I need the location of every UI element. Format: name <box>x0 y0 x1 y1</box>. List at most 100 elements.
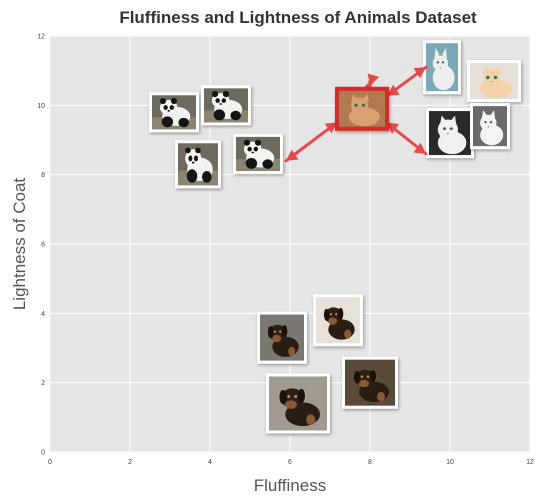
cat-head <box>351 97 369 115</box>
cat-nose <box>490 81 494 83</box>
dog-muzzle <box>328 317 338 325</box>
arrow-head <box>286 149 299 161</box>
dog-ear <box>323 308 330 321</box>
dog-eye <box>360 375 364 378</box>
panda-leg <box>186 169 198 183</box>
panda-photo-marker <box>201 85 251 126</box>
cat-photo-marker <box>467 60 521 103</box>
cat-head <box>482 69 501 87</box>
panda-ear <box>243 139 251 146</box>
cat-eye <box>443 127 447 131</box>
cat-eye <box>484 120 487 124</box>
panda-eye-patch <box>253 146 258 152</box>
y-tick-label: 6 <box>41 242 45 249</box>
dog-ear <box>267 326 274 339</box>
query-point <box>335 86 389 131</box>
panda-ear <box>222 91 230 98</box>
arrows <box>284 65 428 163</box>
panda-nose <box>167 110 171 112</box>
y-tick-label: 8 <box>41 172 45 179</box>
panda-eye-patch <box>194 155 198 162</box>
cat-eye <box>489 120 493 124</box>
x-axis-label: Fluffiness <box>254 476 326 495</box>
dog-ear <box>354 371 360 384</box>
panda-leg <box>262 159 273 169</box>
cat-head <box>437 119 458 140</box>
panda-ear <box>211 91 219 98</box>
dog-eye <box>329 313 333 316</box>
cat-eye <box>493 75 498 80</box>
dog-eye <box>279 330 282 333</box>
query-cat-photo-marker <box>335 86 389 131</box>
panda-leg <box>178 117 189 128</box>
x-tick-label: 4 <box>208 459 212 466</box>
dog-photo-marker <box>342 356 398 409</box>
cat-ear <box>362 94 369 103</box>
x-tick-label: 8 <box>368 459 372 466</box>
cat-head <box>432 55 449 72</box>
panda-leg <box>245 157 258 169</box>
cat-ear <box>482 66 491 75</box>
panda-nose <box>219 103 223 105</box>
dog-muzzle <box>285 400 297 409</box>
cat-ear <box>439 115 447 126</box>
cat-ear <box>442 48 447 59</box>
panda-ear <box>185 147 191 154</box>
dog-eye <box>335 313 338 316</box>
panda-eye-patch <box>169 105 174 110</box>
cat-eye <box>449 127 453 131</box>
panda-ear <box>254 139 262 146</box>
cat-ear <box>450 115 457 126</box>
chart-title: Fluffiness and Lightness of Animals Data… <box>119 8 477 27</box>
cat-body <box>432 65 455 91</box>
y-tick-label: 4 <box>41 311 45 318</box>
y-axis-label: Lightness of Coat <box>10 178 29 311</box>
x-tick-label: 12 <box>526 459 534 466</box>
cat-eye <box>361 103 365 107</box>
cat-ear <box>481 110 488 119</box>
panda-ear <box>159 97 167 105</box>
cat-head <box>480 114 497 132</box>
arrow-head <box>413 142 426 154</box>
dog-photo-marker <box>257 311 307 364</box>
panda-eye-patch <box>163 105 168 110</box>
cat-ear <box>490 110 496 119</box>
cat-photo-marker <box>426 108 474 159</box>
panda-leg <box>230 110 241 121</box>
dog-eye <box>294 394 298 398</box>
dog-ear <box>279 389 287 405</box>
panda-nose <box>192 161 195 164</box>
dog-ear <box>338 307 344 320</box>
panda-photo-marker <box>149 92 199 133</box>
arrow-head <box>324 122 338 134</box>
dog-muzzle <box>359 379 369 388</box>
cat-eye <box>354 103 358 107</box>
panda-eye-patch <box>188 155 193 162</box>
x-tick-label: 0 <box>48 459 52 466</box>
dog-eye <box>366 375 370 378</box>
panda-leg <box>213 109 226 121</box>
cat-eye <box>436 61 439 64</box>
panda-eye-patch <box>221 98 226 103</box>
panda-nose <box>251 151 255 154</box>
cat-eye <box>486 75 490 80</box>
panda-head <box>185 149 202 168</box>
tick-labels: 0 2 4 6 8 10 12 0 2 4 6 8 10 12 <box>37 34 534 467</box>
panda-ear <box>195 147 201 154</box>
y-tick-label: 10 <box>37 103 45 110</box>
cat-photo-marker <box>423 40 461 95</box>
panda-leg <box>202 170 212 183</box>
dog-ear <box>298 388 305 403</box>
dog-leg <box>344 329 352 339</box>
panda-photo-marker <box>175 140 221 189</box>
arrow-head <box>413 67 426 79</box>
panda-eye-patch <box>247 146 252 152</box>
dog-eye <box>273 330 277 333</box>
data-points <box>149 40 521 434</box>
arrow-head <box>386 122 399 134</box>
y-tick-label: 0 <box>41 450 45 457</box>
cat-nose <box>358 108 362 111</box>
dog-leg <box>377 391 385 402</box>
x-tick-label: 6 <box>288 459 292 466</box>
